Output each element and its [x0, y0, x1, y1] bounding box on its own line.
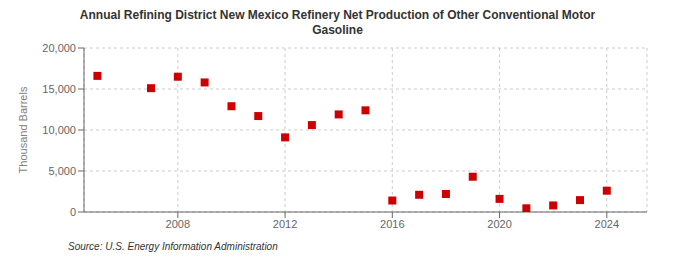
svg-text:10,000: 10,000 [42, 124, 76, 136]
svg-text:2020: 2020 [487, 218, 511, 230]
svg-text:15,000: 15,000 [42, 83, 76, 95]
svg-text:2008: 2008 [166, 218, 190, 230]
svg-text:20,000: 20,000 [42, 42, 76, 54]
svg-text:2024: 2024 [595, 218, 619, 230]
html-text:Source: U.S. Energy Informatio: Source: U.S. Energy Information Administ… [68, 241, 278, 252]
svg-text:0: 0 [70, 206, 76, 218]
svg-text:5,000: 5,000 [48, 165, 76, 177]
html-text:Annual Refining District New M: Annual Refining District New Mexico Refi… [79, 8, 596, 37]
svg-text:2012: 2012 [273, 218, 297, 230]
svg-text:Thousand Barrels: Thousand Barrels [17, 86, 29, 173]
svg-text:2016: 2016 [380, 218, 404, 230]
